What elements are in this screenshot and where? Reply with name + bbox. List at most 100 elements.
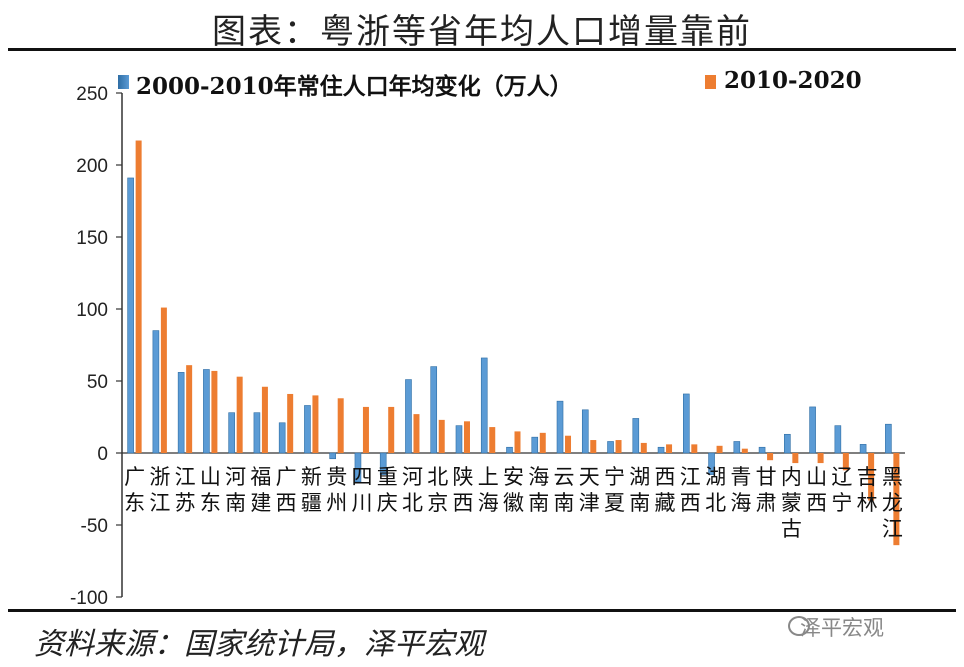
bar-series1-9 [354, 452, 362, 483]
bar-series1-23 [708, 452, 715, 475]
source-note: 资料来源：国家统计局，泽平宏观 [34, 627, 484, 662]
bar-series1-20 [632, 418, 640, 454]
x-tick-label: 内蒙古 [781, 465, 802, 541]
bar-series1-18 [581, 409, 589, 454]
bar-series2-7 [312, 395, 319, 453]
bar-series2-20 [640, 442, 647, 453]
x-tick-label: 浙江 [149, 465, 170, 515]
x-tick-label: 江西 [680, 465, 701, 515]
bar-series2-13 [463, 421, 470, 453]
y-tick-label: 50 [87, 372, 108, 393]
bar-series2-11 [413, 414, 420, 453]
bar-series2-15 [514, 431, 521, 453]
bar-series1-28 [834, 425, 842, 454]
bar-series2-17 [565, 435, 572, 453]
y-tick-label: 200 [76, 156, 108, 177]
bar-series2-18 [590, 440, 597, 453]
bar-series1-30 [885, 423, 892, 454]
legend-swatch-series2 [705, 75, 716, 89]
bar-series2-19 [615, 440, 622, 453]
bar-series1-13 [455, 425, 463, 454]
bar-series2-4 [236, 376, 243, 453]
bar-series1-7 [304, 405, 311, 454]
x-tick-label: 重庆 [377, 465, 398, 515]
bar-series1-8 [329, 452, 336, 460]
bar-series2-24 [741, 448, 748, 453]
bar-series2-30 [893, 453, 900, 546]
bar-series2-22 [691, 444, 698, 453]
bar-series2-9 [362, 406, 369, 453]
bar-series1-6 [278, 422, 286, 454]
x-tick-label: 陕西 [452, 465, 473, 515]
bar-series2-21 [666, 444, 673, 453]
bar-series2-25 [767, 453, 774, 461]
x-tick-label: 安徽 [503, 465, 524, 515]
x-tick-label: 广西 [276, 465, 297, 515]
bar-series2-3 [211, 370, 218, 453]
bar-series1-19 [607, 441, 614, 454]
y-tick-label: 100 [76, 300, 108, 321]
bar-series2-5 [261, 386, 268, 453]
bar-series1-4 [228, 412, 235, 454]
bar-series1-1 [152, 330, 160, 454]
bar-series2-8 [337, 398, 344, 453]
bar-series2-28 [842, 453, 849, 471]
bar-series1-10 [379, 452, 387, 475]
bar-series2-2 [186, 365, 193, 453]
bar-series1-29 [859, 444, 867, 454]
x-tick-label: 湖南 [629, 465, 650, 515]
bar-series1-2 [177, 372, 185, 454]
x-tick-label: 四川 [351, 465, 372, 515]
bar-series2-1 [160, 307, 167, 453]
bar-series1-0 [127, 177, 134, 454]
x-tick-label: 贵州 [326, 465, 347, 515]
bar-series1-11 [405, 379, 412, 454]
y-tick-label: -50 [81, 516, 108, 537]
x-tick-label: 福建 [250, 465, 271, 515]
x-tick-label: 辽宁 [831, 465, 852, 515]
bar-series2-16 [539, 432, 546, 453]
x-tick-label: 甘肃 [756, 465, 777, 515]
bar-series2-29 [868, 453, 875, 501]
bar-series1-26 [784, 433, 791, 454]
bar-series1-3 [203, 369, 210, 454]
x-tick-label: 山东 [200, 465, 221, 515]
bar-series2-27 [817, 453, 824, 464]
top-rule [8, 48, 956, 51]
x-tick-label: 云南 [554, 465, 575, 515]
x-tick-label: 上海 [478, 465, 499, 515]
bar-series2-12 [438, 419, 445, 453]
x-tick-label: 青海 [730, 465, 751, 515]
bar-series1-17 [556, 400, 564, 454]
y-tick-label: 0 [97, 444, 108, 465]
x-tick-label: 宁夏 [604, 465, 625, 515]
x-tick-label: 天津 [579, 465, 600, 515]
legend-swatch-series1 [118, 75, 129, 89]
y-tick-label: -100 [70, 588, 108, 609]
chart-title: 图表：粤浙等省年均人口增量靠前 [212, 12, 752, 52]
bar-series1-12 [430, 366, 438, 454]
watermark: 泽平宏观 [800, 616, 884, 640]
y-tick-label: 250 [76, 84, 108, 105]
x-tick-label: 北京 [427, 465, 448, 515]
y-tick-label: 150 [76, 228, 108, 249]
legend-label-series1: 2000-2010年常住人口年均变化（万人） [136, 73, 573, 100]
bar-series2-6 [287, 393, 294, 453]
bar-series2-26 [792, 453, 799, 464]
x-tick-label: 海南 [528, 465, 549, 515]
x-tick-label: 西藏 [655, 465, 676, 515]
bar-series1-15 [506, 446, 513, 454]
x-tick-label: 湖北 [705, 465, 726, 515]
bar-series1-21 [657, 446, 665, 454]
wechat-icon [788, 616, 810, 636]
x-tick-label: 吉林 [857, 465, 878, 515]
bar-series1-5 [253, 412, 261, 454]
x-tick-label: 山西 [806, 465, 827, 515]
x-tick-label: 江苏 [175, 465, 196, 515]
x-tick-label: 广东 [124, 465, 145, 515]
bottom-rule [8, 609, 956, 612]
legend-label-series2: 2010-2020 [724, 67, 862, 94]
bar-series1-14 [480, 357, 488, 454]
x-tick-label: 河南 [225, 465, 246, 515]
